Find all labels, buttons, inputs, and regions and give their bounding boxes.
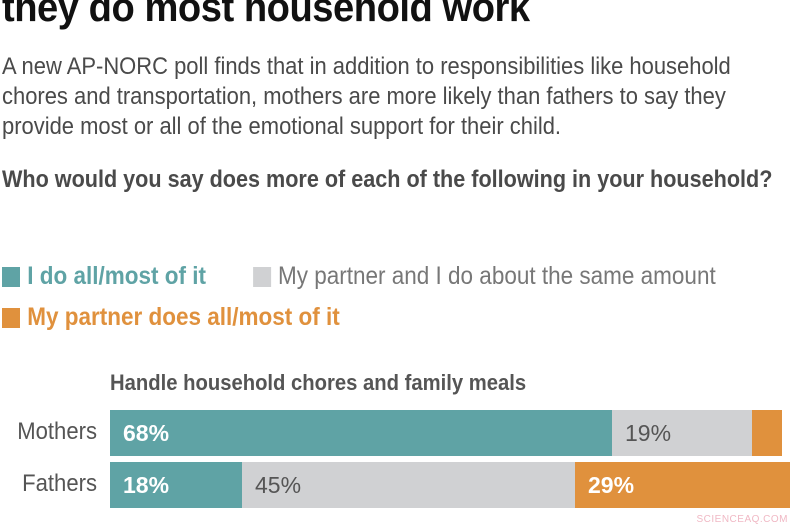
segment-i-do-most: 18% — [110, 462, 242, 508]
headline: they do most household work — [2, 0, 530, 30]
legend-item-partner-does-most: My partner does all/most of it — [2, 303, 340, 332]
legend-swatch-grey — [252, 266, 271, 287]
legend-item-i-do-most: I do all/most of it — [2, 262, 206, 291]
segment-i-do-most: 68% — [110, 410, 612, 456]
row-label-mothers: Mothers — [17, 418, 98, 445]
legend-label: My partner does all/most of it — [27, 303, 340, 331]
survey-question: Who would you say does more of each of t… — [2, 166, 773, 193]
chart-title: Handle household chores and family meals — [110, 370, 527, 395]
legend-swatch-orange — [2, 307, 20, 328]
legend-label: My partner and I do about the same amoun… — [277, 262, 716, 290]
row-label-fathers: Fathers — [22, 470, 97, 497]
legend-row-2: My partner does all/most of it — [2, 303, 387, 332]
legend-item-same-amount: My partner and I do about the same amoun… — [252, 262, 716, 291]
legend-swatch-teal — [2, 266, 20, 287]
bar-mothers: 68% 19% — [110, 410, 782, 456]
watermark: SCIENCEAQ.COM — [696, 514, 788, 525]
segment-partner-does-most: 29% — [575, 462, 790, 508]
legend-row-1: I do all/most of it My partner and I do … — [2, 262, 763, 291]
segment-same-amount: 45% — [242, 462, 575, 508]
legend-label: I do all/most of it — [27, 262, 206, 290]
segment-same-amount: 19% — [612, 410, 752, 456]
bar-fathers: 18% 45% 29% — [110, 462, 790, 508]
intro-text: A new AP-NORC poll finds that in additio… — [2, 53, 731, 140]
segment-partner-does-most — [752, 410, 782, 456]
